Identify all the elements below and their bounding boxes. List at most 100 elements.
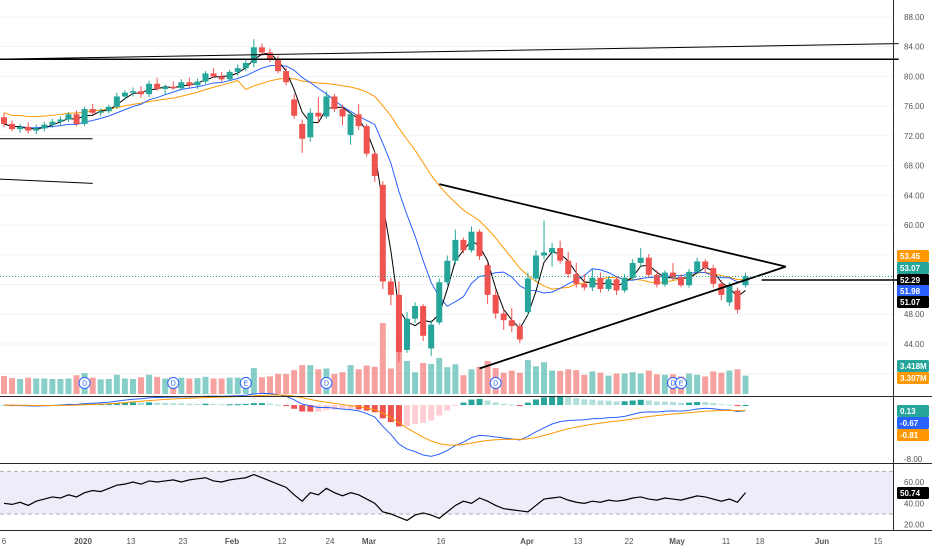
price-tick-label: 88.00 <box>904 13 925 22</box>
price-badge-text: 53.45 <box>900 252 921 261</box>
macd-badge: -0.81 <box>897 429 929 441</box>
price-tick-label: 44.00 <box>904 340 925 349</box>
candle <box>468 226 475 253</box>
candle-body <box>645 257 652 275</box>
macd-histogram-bar <box>307 405 314 412</box>
macd-histogram-bar <box>275 404 282 406</box>
candle-body <box>524 278 531 312</box>
candle-body <box>404 318 410 350</box>
candle-body <box>146 83 153 95</box>
candle <box>589 268 596 292</box>
price-tick-label: 72.00 <box>904 132 925 141</box>
candle-body <box>41 124 48 129</box>
volume-bar <box>524 360 531 394</box>
candle <box>645 254 652 278</box>
candle-body <box>331 96 338 110</box>
x-tick-label: 18 <box>756 537 765 546</box>
candle <box>694 257 701 275</box>
volume-bar <box>186 378 193 394</box>
macd-histogram-bar <box>218 404 225 406</box>
candle <box>436 278 443 325</box>
event-marker-circle <box>78 377 91 389</box>
volume-bar <box>468 369 475 394</box>
volume-bar <box>597 372 604 394</box>
volume-bar <box>129 378 136 394</box>
event-marker-label: D <box>493 381 498 388</box>
volume-bar <box>121 378 128 394</box>
macd-histogram-bar <box>315 405 322 412</box>
candle-body <box>73 114 80 124</box>
macd-histogram-bar <box>121 402 128 406</box>
macd-badge-text: -0.81 <box>900 431 919 440</box>
candle-body <box>653 274 660 285</box>
volume-bar <box>742 375 749 394</box>
candle-body <box>275 59 282 72</box>
macd-histogram-bar <box>162 402 169 406</box>
price-tick-label: 84.00 <box>904 43 925 52</box>
candle-body <box>549 248 556 253</box>
macd-histogram-bar <box>565 396 572 406</box>
candle-body <box>266 52 273 60</box>
volume-bar <box>250 368 257 394</box>
volume-bar <box>234 377 241 394</box>
volume-bar <box>202 376 209 394</box>
candle <box>17 123 24 133</box>
candle <box>428 320 435 356</box>
volume-bar <box>283 373 290 394</box>
macd-histogram-bar <box>105 403 112 406</box>
macd-histogram-bar <box>621 401 628 406</box>
macd-histogram-bar <box>629 400 636 406</box>
candle-body <box>57 119 64 122</box>
volume-bar <box>291 370 298 394</box>
x-tick-label: 6 <box>2 537 7 546</box>
event-marker-circle <box>675 377 688 389</box>
volume-bar <box>299 365 306 394</box>
candle <box>331 94 338 113</box>
macd-line <box>3 392 746 457</box>
candle-body <box>387 281 394 295</box>
candle <box>210 68 217 78</box>
candle-body <box>105 106 112 112</box>
candle <box>452 229 459 265</box>
candle <box>1 112 7 127</box>
volume-bar <box>33 378 40 394</box>
candle-body <box>661 272 668 285</box>
volume-bar <box>363 365 370 394</box>
price-badge: 51.98 <box>897 285 929 297</box>
candle <box>395 281 402 362</box>
candle-body <box>726 285 733 303</box>
macd-histogram-bar <box>468 399 475 406</box>
candle-body <box>532 255 539 279</box>
macd-histogram-bar <box>436 405 443 416</box>
x-tick-label: 2020 <box>74 537 92 546</box>
candle <box>734 287 741 314</box>
price-badge-bg <box>897 250 929 262</box>
candle <box>661 270 668 287</box>
rising-trendline <box>0 43 899 60</box>
volume-bar <box>661 374 668 394</box>
price-badge-text: 53.07 <box>900 264 921 273</box>
candle <box>613 276 620 295</box>
macd-histogram-bar <box>412 405 419 424</box>
trendline-drawings <box>0 43 899 370</box>
support-segment <box>0 178 93 184</box>
price-badge-bg <box>897 296 929 308</box>
candle <box>81 106 88 127</box>
candle-body <box>702 261 709 269</box>
candle <box>178 79 185 91</box>
macd-histogram-bar <box>484 400 491 406</box>
candle-body <box>323 96 330 117</box>
candle <box>291 94 298 119</box>
macd-histogram-bar <box>613 401 620 406</box>
price-scale-labels: 53.45 53.07 52.29 51.98 51.07 3.418M 3.307M 0.1… <box>897 250 929 499</box>
candle-body <box>686 271 693 286</box>
volume-bar <box>347 365 354 394</box>
price-badge: 53.45 <box>897 250 929 262</box>
price-badge: 51.07 <box>897 296 929 308</box>
volume-badge: 3.418M <box>897 360 929 372</box>
x-tick-label: 13 <box>127 537 136 546</box>
candle-body <box>210 73 217 77</box>
macd-histogram-bar <box>299 405 306 412</box>
volume-bar <box>210 378 217 394</box>
